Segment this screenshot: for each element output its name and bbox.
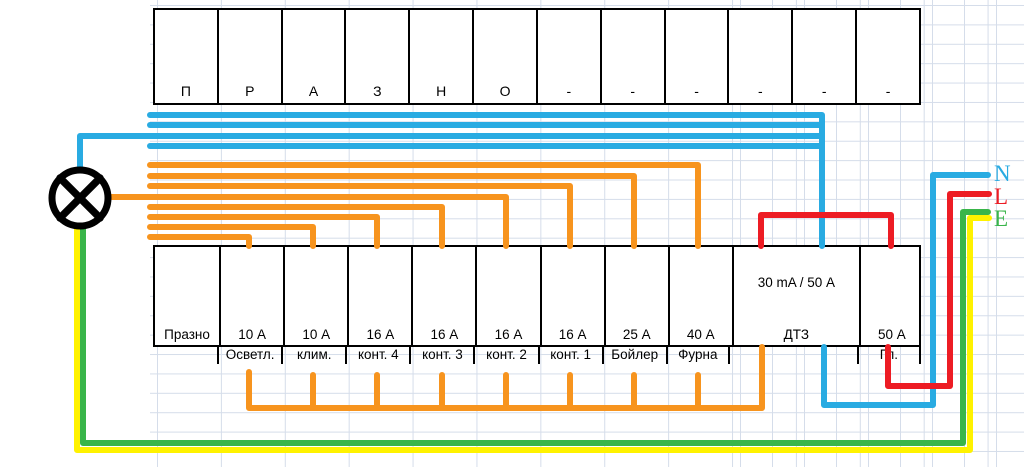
spare-cell-letter: -: [694, 83, 699, 99]
spare-cell: А: [280, 10, 345, 103]
breaker-rating: 16 А: [430, 327, 459, 342]
breaker-name-label: Фурна: [665, 347, 730, 364]
breaker-note: 30 mA / 50 А: [757, 275, 835, 290]
breaker-cell: 10 А: [219, 247, 283, 345]
breaker-name-label: конт. 2: [473, 347, 537, 364]
wire-circuit-kont2-lamp: [105, 194, 509, 249]
breaker-rating: 50 А: [878, 327, 906, 342]
spare-cell: -: [791, 10, 855, 103]
breaker-cell: 40 А: [667, 247, 732, 345]
wire-earth-green: [80, 209, 991, 446]
spare-cell: О: [472, 10, 536, 103]
wire-earth-yellow: [74, 215, 992, 453]
spare-cell: -: [663, 10, 728, 103]
spare-cell-letter: -: [630, 83, 636, 99]
wire-circuit-kont4: [147, 214, 380, 249]
wire-live-out: [885, 191, 992, 389]
wire-circuit-kont3: [147, 204, 445, 249]
wire-neutral-out: [821, 172, 991, 408]
spare-cell: -: [727, 10, 791, 103]
breaker-rating: 10 А: [302, 327, 331, 342]
spare-cell: Н: [408, 10, 472, 103]
wire-circuit-osvetl: [147, 234, 252, 249]
wire-circuit-kont1: [147, 183, 573, 249]
wire-circuit-klim: [147, 224, 316, 249]
terminal-label-e: E: [994, 206, 1009, 231]
wire-live-jumper: [758, 212, 894, 249]
wire-neutral-bus-1: [147, 112, 825, 249]
breaker-rating: 25 А: [622, 327, 651, 342]
spare-cell-letter: -: [821, 83, 827, 99]
breaker-label-row: Осветл. клим. конт. 4 конт. 3 конт. 2 конт. 1…: [153, 347, 921, 364]
spare-cell: З: [344, 10, 408, 103]
breaker-name-label: конт. 3: [409, 347, 473, 364]
breaker-cell: 50 А: [858, 247, 923, 345]
spare-cell: П: [155, 10, 217, 103]
breaker-rating: 16 А: [558, 327, 587, 342]
spare-cell: Р: [216, 10, 281, 103]
breaker-cell: 16 А: [411, 247, 475, 345]
spare-cell-letter: Р: [245, 83, 255, 99]
breaker-rating: 16 А: [494, 327, 523, 342]
breaker-rating: Празно: [164, 327, 210, 342]
spare-cell: -: [535, 10, 600, 103]
lamp-icon: [48, 166, 112, 230]
breaker-cell: 25 А: [603, 247, 668, 345]
breaker-name-label: конт. 4: [345, 347, 409, 364]
breaker-cell: 16 А: [539, 247, 604, 345]
terminal-label-n: N: [994, 161, 1011, 186]
spare-cell-letter: З: [373, 83, 382, 99]
breaker-cell: 16 А: [475, 247, 539, 345]
breaker-cell: Празно: [155, 247, 219, 345]
terminal-label-l: L: [994, 184, 1009, 209]
breaker-cell: 10 А: [283, 247, 347, 345]
spare-cell-letter: П: [180, 83, 191, 99]
breaker-cell: 30 mA / 50 А ДТЗ: [731, 247, 859, 345]
breaker-name-label: Бойлер: [601, 347, 666, 364]
breaker-rating: 40 А: [686, 327, 715, 342]
spare-cell-letter: -: [566, 83, 572, 99]
wire-circuit-boiler: [147, 173, 637, 249]
spare-cell-letter: О: [499, 83, 511, 99]
breaker-rating: 16 А: [366, 327, 395, 342]
spare-cell: -: [599, 10, 664, 103]
breaker-rating: 10 А: [238, 327, 267, 342]
wire-neutral-lamp: [77, 133, 823, 173]
spare-cell-letter: А: [308, 83, 319, 99]
breaker-rating: ДТЗ: [783, 327, 810, 342]
breaker-name-label: Осветл.: [217, 347, 281, 364]
spare-cell-letter: -: [758, 83, 763, 99]
wire-circuit-furna: [147, 162, 701, 249]
breaker-panel-box: Празно 10 А 10 А 16 А 16 А 16 А 16 А 25 А 40 А 30…: [153, 245, 921, 347]
breaker-cell: 16 А: [347, 247, 411, 345]
breaker-name-label: конт. 1: [537, 347, 602, 364]
spare-cell: -: [855, 10, 919, 103]
spare-cell-letter: -: [885, 83, 891, 99]
spare-cell-letter: Н: [436, 83, 447, 99]
breaker-name-label: клим.: [281, 347, 345, 364]
